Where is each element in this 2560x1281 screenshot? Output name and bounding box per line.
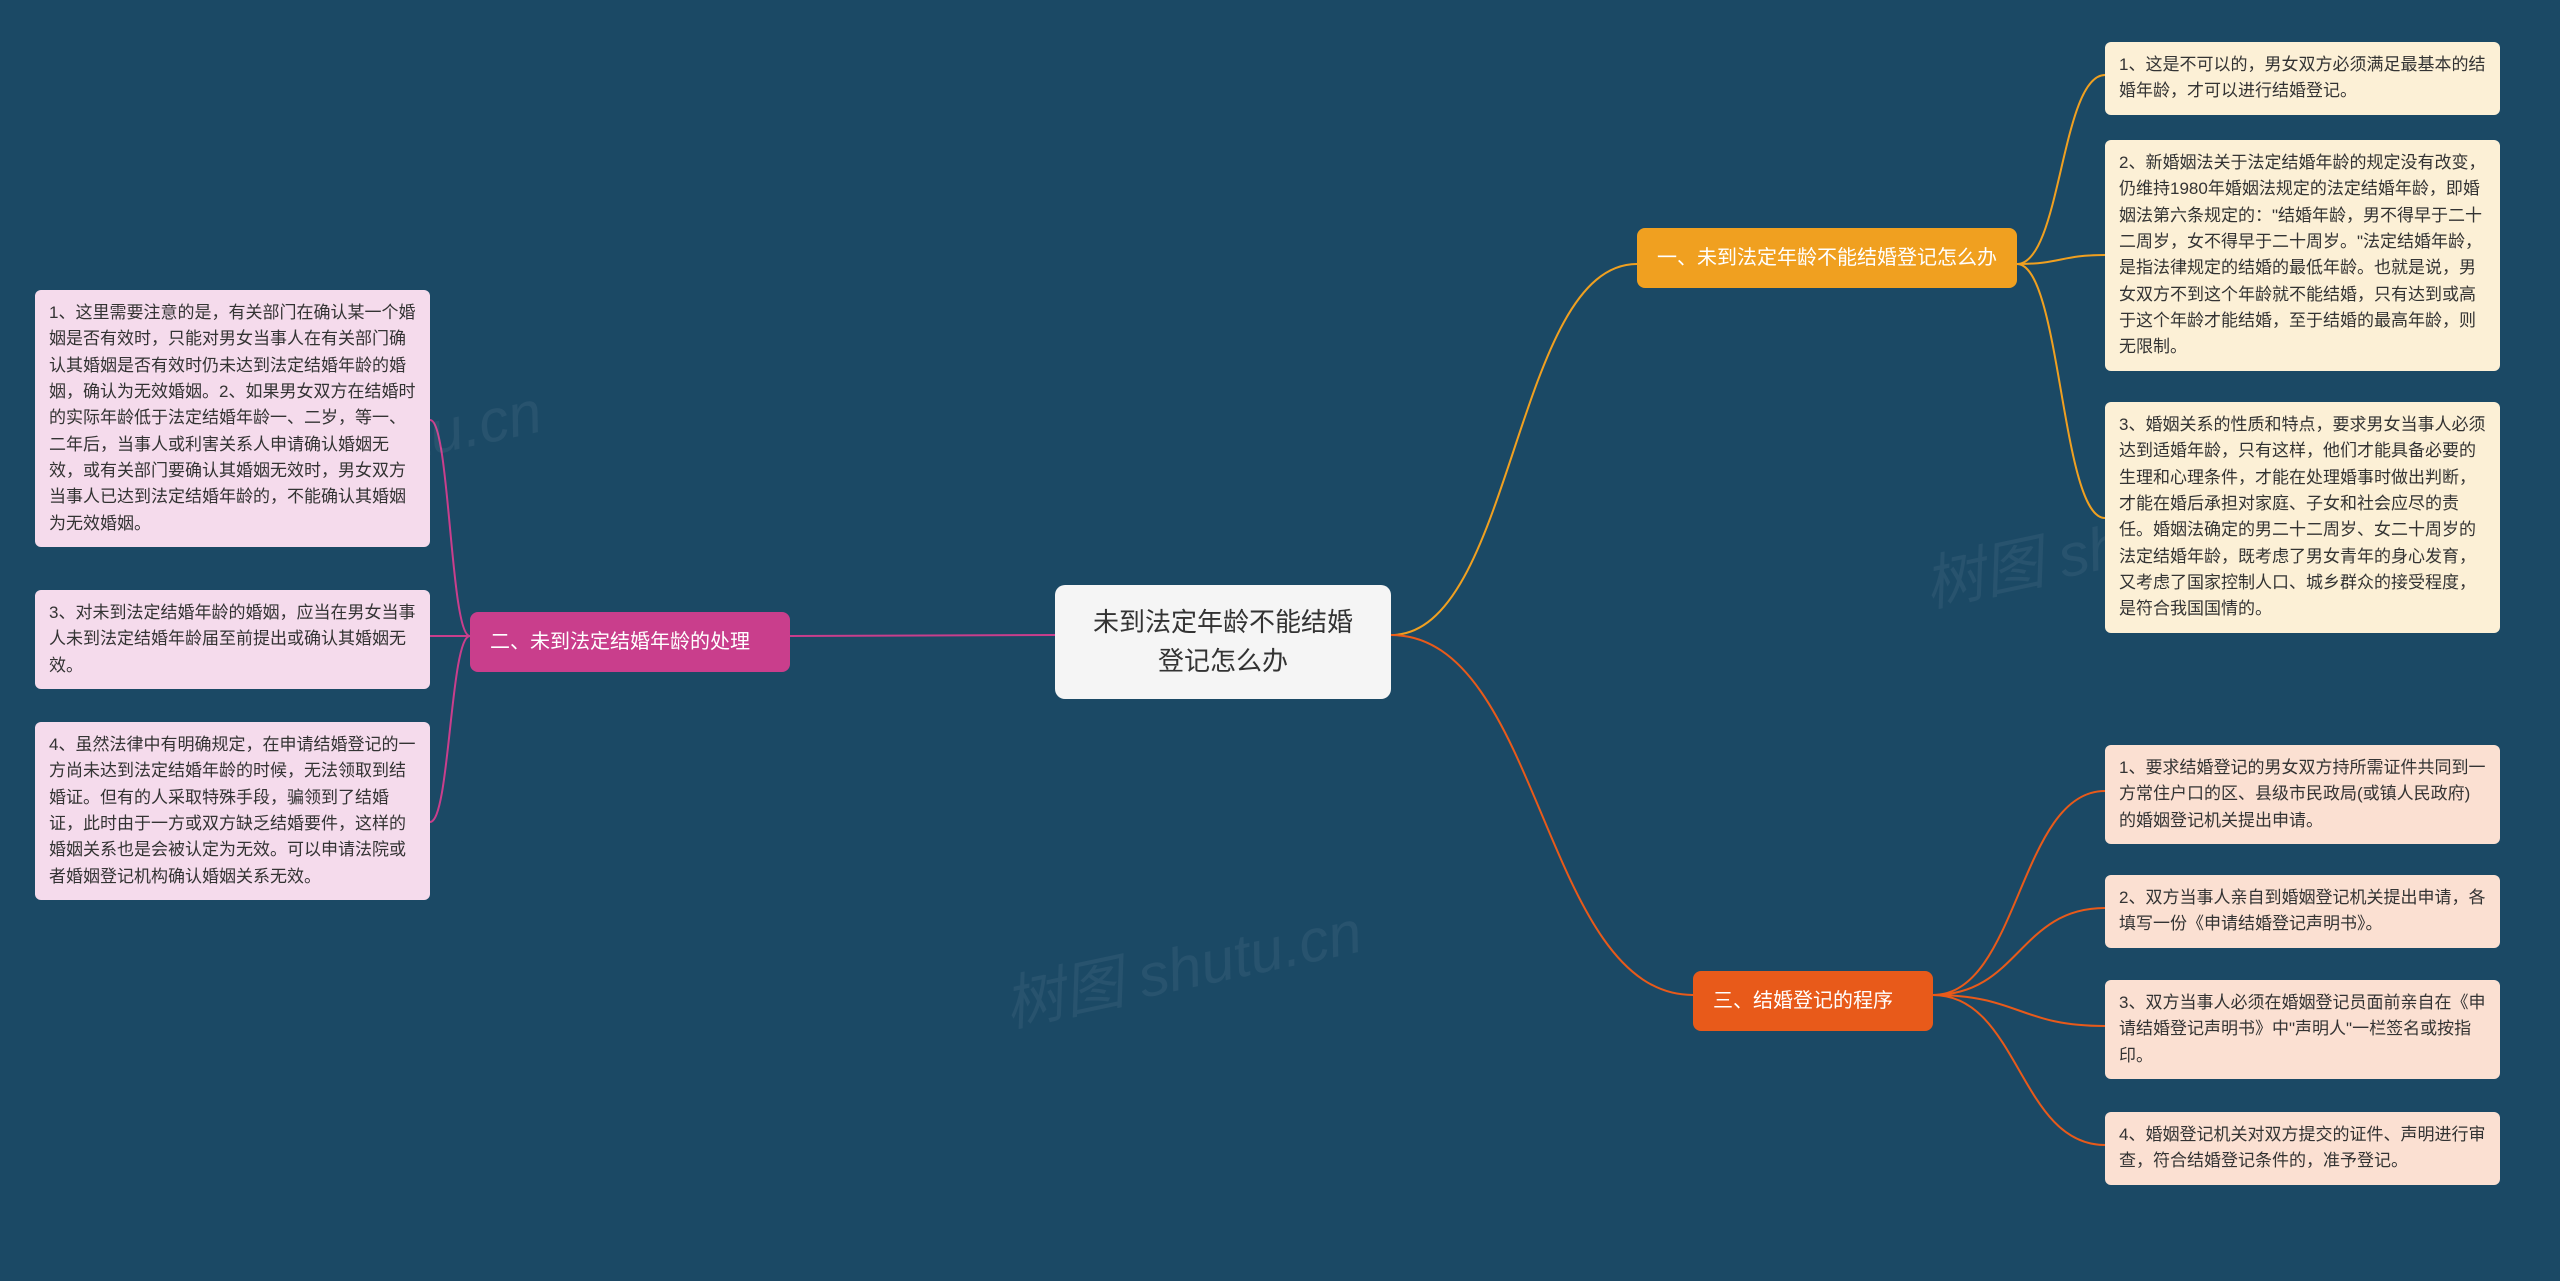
leaf-node: 1、这里需要注意的是，有关部门在确认某一个婚姻是否有效时，只能对男女当事人在有关… bbox=[35, 290, 430, 547]
leaf-node: 1、要求结婚登记的男女双方持所需证件共同到一方常住户口的区、县级市民政局(或镇人… bbox=[2105, 745, 2500, 844]
branch-node: 一、未到法定年龄不能结婚登记怎么办 bbox=[1637, 228, 2017, 288]
leaf-node: 3、婚姻关系的性质和特点，要求男女当事人必须达到适婚年龄，只有这样，他们才能具备… bbox=[2105, 402, 2500, 633]
branch-node: 二、未到法定结婚年龄的处理 bbox=[470, 612, 790, 672]
leaf-node: 4、虽然法律中有明确规定，在申请结婚登记的一方尚未达到法定结婚年龄的时候，无法领… bbox=[35, 722, 430, 900]
leaf-node: 3、对未到法定结婚年龄的婚姻，应当在男女当事人未到法定结婚年龄届至前提出或确认其… bbox=[35, 590, 430, 689]
branch-node: 三、结婚登记的程序 bbox=[1693, 971, 1933, 1031]
leaf-node: 4、婚姻登记机关对双方提交的证件、声明进行审查，符合结婚登记条件的，准予登记。 bbox=[2105, 1112, 2500, 1185]
watermark: 树图 shutu.cn bbox=[995, 883, 1369, 1044]
leaf-node: 1、这是不可以的，男女双方必须满足最基本的结婚年龄，才可以进行结婚登记。 bbox=[2105, 42, 2500, 115]
center-node: 未到法定年龄不能结婚登记怎么办 bbox=[1055, 585, 1391, 699]
leaf-node: 3、双方当事人必须在婚姻登记员面前亲自在《申请结婚登记声明书》中"声明人"一栏签… bbox=[2105, 980, 2500, 1079]
leaf-node: 2、双方当事人亲自到婚姻登记机关提出申请，各填写一份《申请结婚登记声明书》。 bbox=[2105, 875, 2500, 948]
leaf-node: 2、新婚姻法关于法定结婚年龄的规定没有改变，仍维持1980年婚姻法规定的法定结婚… bbox=[2105, 140, 2500, 371]
